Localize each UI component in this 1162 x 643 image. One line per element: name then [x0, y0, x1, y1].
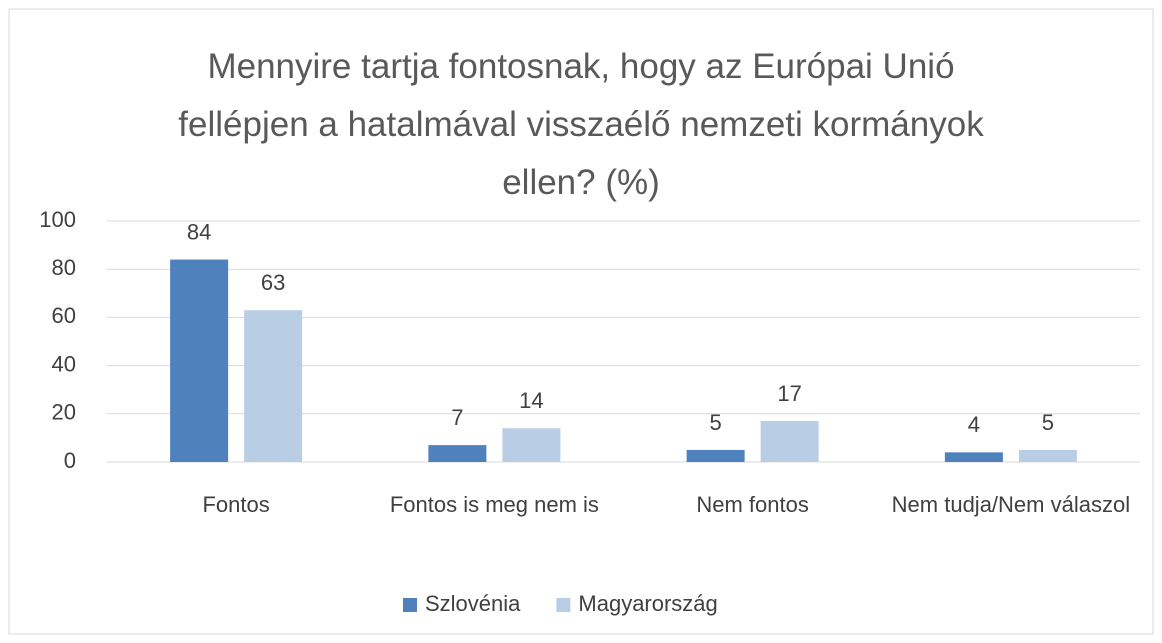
bar: [686, 449, 745, 462]
bar: [944, 452, 1003, 462]
data-label: 5: [710, 410, 722, 435]
x-tick-label: Fontos: [202, 492, 270, 517]
y-tick-label: 0: [64, 448, 76, 473]
y-tick-label: 100: [39, 207, 76, 232]
legend-label: Magyarország: [578, 591, 717, 616]
data-label: 63: [261, 270, 285, 295]
data-label: 14: [519, 388, 543, 413]
x-tick-label: Nem fontos: [696, 492, 809, 517]
data-label: 5: [1042, 410, 1054, 435]
y-tick-label: 20: [52, 400, 76, 425]
bar: [244, 310, 303, 462]
data-label: 17: [777, 381, 801, 406]
chart-title: Mennyire tartja fontosnak, hogy az Európ…: [178, 47, 984, 202]
bar: [760, 421, 819, 462]
y-tick-label: 60: [52, 303, 76, 328]
data-label: 7: [451, 405, 463, 430]
x-tick-label: Fontos is meg nem is: [389, 492, 599, 517]
legend-swatch: [556, 598, 571, 612]
legend-swatch: [403, 598, 417, 612]
data-label: 84: [187, 219, 211, 244]
bar: [1018, 449, 1077, 462]
bar: [170, 259, 229, 462]
legend-label: Szlovénia: [425, 591, 521, 616]
x-tick-label: Nem tudja/Nem válaszol: [891, 492, 1131, 517]
bar: [428, 445, 487, 462]
y-tick-label: 40: [52, 351, 76, 376]
data-label: 4: [968, 412, 980, 437]
bar: [502, 428, 561, 462]
y-tick-label: 80: [52, 255, 76, 280]
